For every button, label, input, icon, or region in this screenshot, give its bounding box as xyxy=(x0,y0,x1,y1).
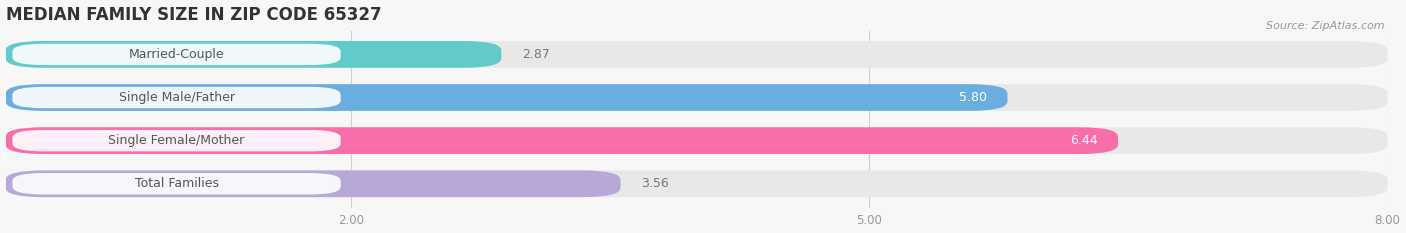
Text: 3.56: 3.56 xyxy=(641,177,669,190)
FancyBboxPatch shape xyxy=(6,41,1388,68)
FancyBboxPatch shape xyxy=(6,41,502,68)
Text: Married-Couple: Married-Couple xyxy=(129,48,225,61)
Text: MEDIAN FAMILY SIZE IN ZIP CODE 65327: MEDIAN FAMILY SIZE IN ZIP CODE 65327 xyxy=(6,6,381,24)
FancyBboxPatch shape xyxy=(13,44,340,65)
Text: Total Families: Total Families xyxy=(135,177,218,190)
Text: Single Male/Father: Single Male/Father xyxy=(118,91,235,104)
FancyBboxPatch shape xyxy=(13,173,340,195)
FancyBboxPatch shape xyxy=(6,84,1388,111)
FancyBboxPatch shape xyxy=(6,170,620,197)
FancyBboxPatch shape xyxy=(6,84,1008,111)
Text: Source: ZipAtlas.com: Source: ZipAtlas.com xyxy=(1267,21,1385,31)
FancyBboxPatch shape xyxy=(6,127,1118,154)
Text: 6.44: 6.44 xyxy=(1070,134,1097,147)
FancyBboxPatch shape xyxy=(6,170,1388,197)
Text: 5.80: 5.80 xyxy=(959,91,987,104)
FancyBboxPatch shape xyxy=(6,127,1388,154)
FancyBboxPatch shape xyxy=(13,130,340,151)
Text: 2.87: 2.87 xyxy=(522,48,550,61)
Text: Single Female/Mother: Single Female/Mother xyxy=(108,134,245,147)
FancyBboxPatch shape xyxy=(13,87,340,108)
